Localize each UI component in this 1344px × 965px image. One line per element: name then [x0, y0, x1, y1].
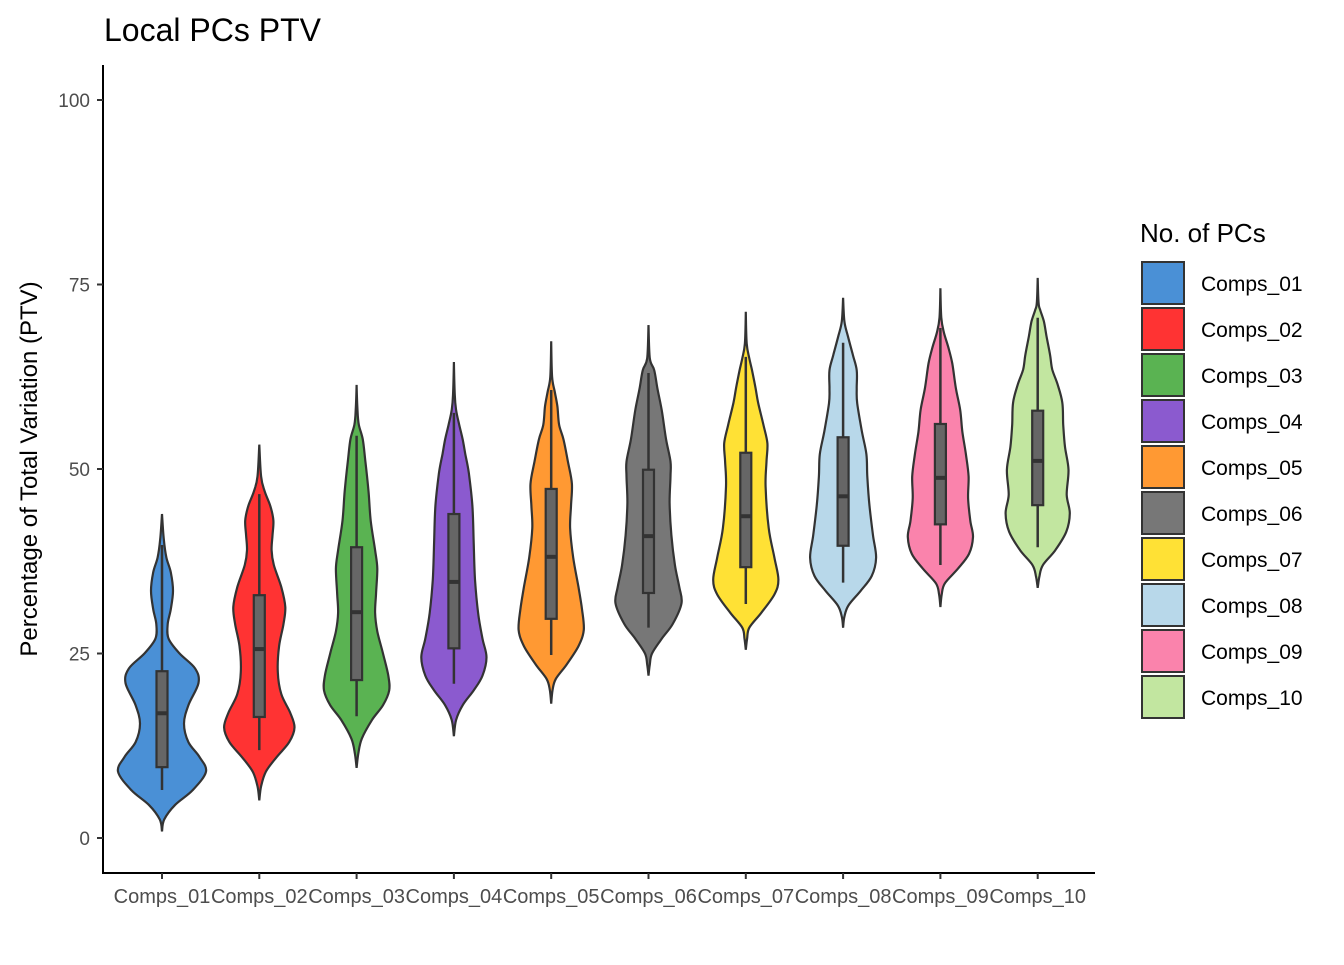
y-axis-title: Percentage of Total Variation (PTV): [16, 281, 43, 656]
legend-label: Comps_09: [1201, 641, 1303, 664]
legend-key: [1141, 399, 1185, 443]
legend-key: [1141, 675, 1185, 719]
x-tick-label: Comps_06: [600, 886, 697, 908]
x-tick-label: Comps_05: [503, 886, 600, 908]
y-tick-label: 0: [79, 829, 90, 850]
x-tick-label: Comps_09: [892, 886, 989, 908]
legend-label: Comps_08: [1201, 595, 1303, 618]
x-tick-label: Comps_07: [697, 886, 794, 908]
legend-label: Comps_07: [1201, 549, 1303, 572]
violin-comps_02: [222, 444, 296, 801]
y-axis-ticks: 0 25 50 75 100: [58, 91, 103, 850]
legend-key: [1141, 261, 1185, 305]
legend-label: Comps_04: [1201, 411, 1303, 434]
violin-comps_05: [517, 341, 586, 704]
legend-key: [1141, 353, 1185, 397]
violin-comps_08: [808, 297, 878, 628]
box-iqr: [544, 487, 558, 620]
y-tick-label: 50: [69, 460, 90, 481]
legend-key: [1141, 445, 1185, 489]
legend-key: [1141, 629, 1185, 673]
y-tick-label: 75: [69, 276, 90, 297]
violin-comps_07: [712, 311, 780, 650]
legend-key: [1141, 537, 1185, 581]
legend-label: Comps_05: [1201, 457, 1303, 480]
violin-comps_01: [116, 513, 208, 832]
legend-key: [1141, 491, 1185, 535]
legend-key: [1141, 307, 1185, 351]
violin-comps_03: [322, 384, 391, 769]
legend-label: Comps_06: [1201, 503, 1303, 526]
box-iqr: [739, 451, 753, 569]
box-iqr: [155, 670, 169, 769]
x-axis-ticks: Comps_01 Comps_02 Comps_03 Comps_04 Comps_05…: [114, 873, 1086, 908]
x-tick-label: Comps_08: [795, 886, 892, 908]
legend: No. of PCs Comps_01 Comps_02 Comps_03 Comps…: [1140, 218, 1303, 719]
violin-comps_10: [1004, 277, 1071, 588]
box-iqr: [933, 422, 948, 526]
y-tick-label: 100: [58, 91, 90, 112]
x-tick-label: Comps_04: [406, 886, 503, 908]
box-iqr: [1031, 409, 1045, 507]
y-tick-label: 25: [69, 645, 90, 666]
legend-label: Comps_01: [1201, 273, 1303, 296]
legend-label: Comps_02: [1201, 319, 1303, 342]
chart-title: Local PCs PTV: [104, 12, 322, 48]
legend-key: [1141, 583, 1185, 627]
x-tick-label: Comps_02: [211, 886, 308, 908]
x-tick-label: Comps_10: [989, 886, 1086, 908]
violins-group: [116, 277, 1071, 832]
violin-comps_04: [420, 361, 488, 737]
box-iqr: [252, 594, 266, 719]
box-iqr: [641, 468, 656, 595]
legend-title: No. of PCs: [1140, 218, 1266, 248]
legend-label: Comps_10: [1201, 687, 1303, 710]
box-iqr: [836, 436, 850, 547]
legend-label: Comps_03: [1201, 365, 1303, 388]
violin-comps_09: [906, 288, 975, 608]
x-tick-label: Comps_01: [114, 886, 211, 908]
x-tick-label: Comps_03: [308, 886, 405, 908]
violin-comps_06: [614, 325, 683, 676]
